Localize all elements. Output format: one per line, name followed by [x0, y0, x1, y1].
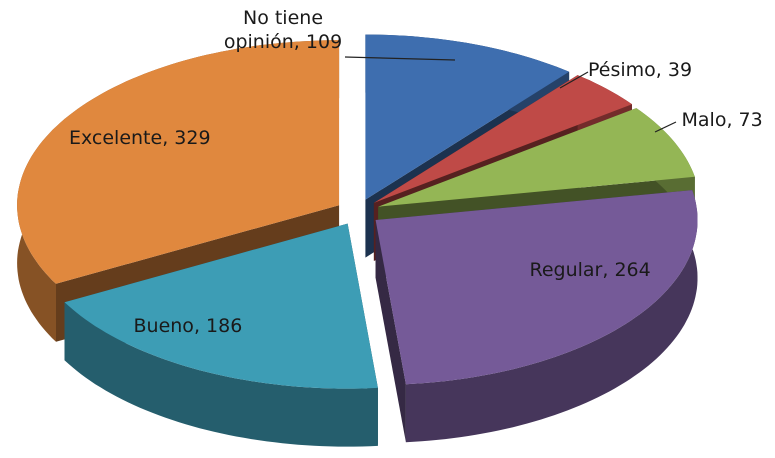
label-value: 264	[614, 259, 651, 281]
data-label: Pésimo, 39	[588, 59, 693, 81]
label-value: 73	[738, 109, 763, 131]
data-label: Bueno, 186	[133, 315, 243, 337]
label-value: 329	[174, 127, 211, 149]
slice-wall	[64, 302, 378, 447]
label-name: Malo	[681, 109, 727, 131]
data-label: Malo, 73	[681, 109, 763, 131]
label-value: 186	[206, 315, 243, 337]
label-name: Pésimo	[588, 59, 656, 81]
data-label: No tiene opinión, 109	[223, 7, 343, 53]
slice-top	[64, 223, 378, 389]
slice-top	[378, 108, 695, 207]
slice-top	[373, 75, 632, 203]
slice-top	[365, 34, 570, 200]
data-label: Excelente, 329	[69, 127, 211, 149]
label-value: 109	[305, 31, 343, 53]
slice-top	[375, 190, 698, 385]
leader-line	[559, 71, 589, 89]
label-name: No tiene opinión	[223, 7, 324, 53]
leader-line	[344, 56, 456, 61]
slice-top	[17, 40, 340, 284]
label-name: Bueno	[133, 315, 194, 337]
pie-slice	[64, 223, 378, 447]
data-label: Regular, 264	[529, 259, 651, 281]
label-name: Regular	[529, 259, 603, 281]
slice-side	[375, 220, 406, 443]
label-name: Excelente	[69, 127, 163, 149]
leader-line	[654, 121, 677, 133]
slice-wall	[405, 190, 698, 443]
pie-slice	[375, 190, 698, 443]
label-value: 39	[667, 59, 693, 81]
